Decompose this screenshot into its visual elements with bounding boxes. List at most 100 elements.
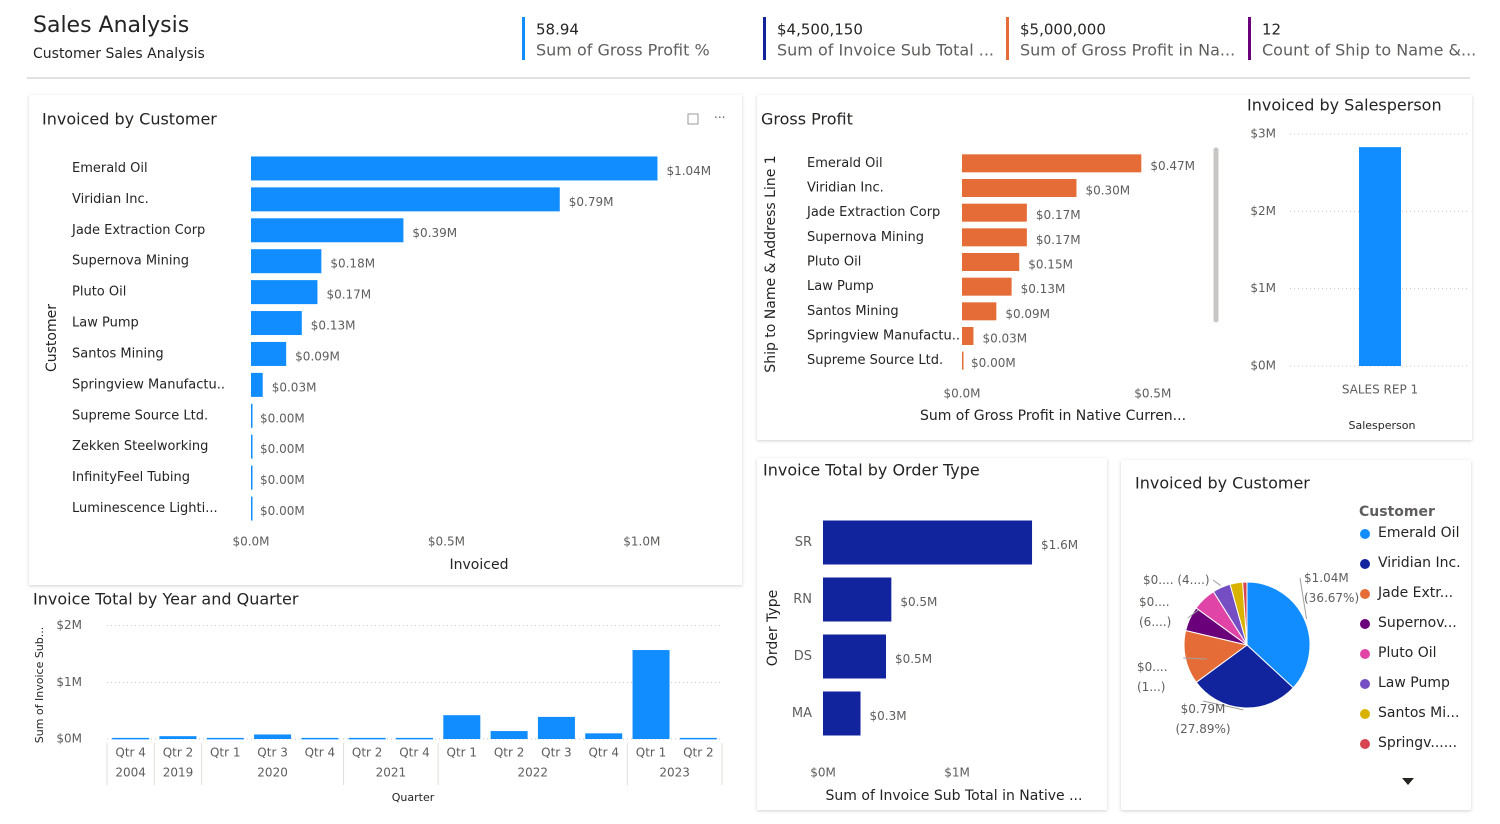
x-axis-title: Sum of Invoice Sub Total in Native ...	[826, 788, 1083, 804]
data-label: $0.... (4....)	[1143, 573, 1210, 587]
data-label: $0.30M	[1085, 184, 1130, 198]
bar	[962, 327, 974, 345]
kpi-label: Count of Ship to Name &...	[1262, 41, 1476, 60]
data-label: $0.00M	[260, 411, 305, 425]
category-label: Law Pump	[807, 279, 874, 294]
bar	[301, 737, 339, 740]
x-tick-label: Qtr 2	[163, 746, 194, 760]
bar	[251, 465, 253, 490]
x-group-label: 2021	[376, 766, 407, 780]
bar	[962, 179, 1077, 197]
legend-label: Emerald Oil	[1378, 525, 1459, 541]
bar	[159, 736, 197, 739]
data-label: $0.00M	[971, 356, 1016, 370]
kpi-value: 58.94	[536, 21, 579, 39]
data-label: $0.17M	[326, 288, 371, 302]
legend-marker	[1360, 529, 1370, 539]
bar	[823, 691, 861, 736]
x-tick-label: Qtr 1	[636, 746, 667, 760]
bar	[251, 249, 322, 274]
category-label: Emerald Oil	[807, 156, 883, 171]
kpi-label: Sum of Gross Profit in Na...	[1020, 41, 1235, 60]
legend-marker	[1360, 589, 1370, 599]
kpi-accent	[1248, 17, 1251, 60]
data-label: $0.5M	[895, 652, 932, 666]
data-label: $0.... (6....)	[1139, 595, 1171, 629]
card	[757, 458, 1107, 810]
data-label: $0.15M	[1028, 258, 1073, 272]
x-tick-label: Qtr 2	[352, 746, 383, 760]
x-axis-title: Invoiced	[450, 557, 509, 573]
y-axis-title: Customer	[44, 304, 60, 372]
leader-line	[1202, 700, 1244, 711]
category-label: Santos Mining	[807, 304, 899, 319]
legend-scroll-arrow[interactable]	[1402, 778, 1414, 785]
visual-icons[interactable]: ···	[687, 111, 725, 125]
kpi-accent	[1006, 17, 1009, 60]
bar	[251, 311, 302, 336]
pie-slice	[1195, 644, 1294, 709]
x-tick-label: Qtr 1	[210, 746, 241, 760]
data-label: $0.13M	[1021, 282, 1066, 296]
bar	[962, 154, 1142, 173]
x-tick-label: Qtr 2	[683, 746, 714, 760]
data-label-line: $0....	[1139, 595, 1170, 609]
y-tick-label: $3M	[1250, 127, 1276, 141]
category-label: DS	[794, 649, 812, 664]
data-label: $0.00M	[260, 473, 305, 487]
y-tick-label: $2M	[56, 618, 82, 632]
x-tick-label: Qtr 4	[305, 746, 336, 760]
data-label: $0.00M	[260, 442, 305, 456]
bar	[962, 203, 1027, 222]
legend-label: Law Pump	[1378, 675, 1450, 691]
x-group-label: 2020	[257, 766, 288, 780]
bar	[962, 302, 997, 321]
category-label: Springview Manufactu..	[72, 377, 225, 392]
data-label: $0.79M	[569, 195, 614, 209]
kpi-accent	[522, 17, 525, 60]
legend-label: Santos Mi...	[1378, 705, 1459, 721]
data-label-line: $0....	[1137, 660, 1168, 674]
chart-title: Invoiced by Customer	[42, 110, 217, 129]
legend-marker	[1360, 679, 1370, 689]
category-label: Viridian Inc.	[72, 192, 149, 207]
bar	[632, 650, 670, 739]
bar	[962, 351, 964, 370]
bar	[251, 403, 253, 428]
pie-slice	[1183, 629, 1249, 684]
x-tick-label: Qtr 3	[541, 746, 572, 760]
category-label: Pluto Oil	[807, 255, 861, 270]
legend-title: Customer	[1359, 504, 1435, 520]
data-label-line: (1...)	[1137, 680, 1165, 694]
bar	[962, 253, 1020, 271]
bar	[1359, 147, 1401, 366]
kpi-label: Sum of Invoice Sub Total ...	[777, 41, 994, 60]
x-group-label: 2022	[517, 766, 548, 780]
leader-line	[1212, 579, 1221, 586]
bar	[251, 434, 253, 459]
y-tick-label: $1M	[56, 675, 82, 689]
bar	[251, 218, 404, 243]
legend-marker	[1360, 559, 1370, 569]
data-label: $1.04M	[666, 164, 711, 178]
category-label: Supreme Source Ltd.	[72, 408, 208, 423]
x-tick-label: $0M	[810, 766, 836, 780]
data-label: $1.04M (36.67%)	[1304, 571, 1359, 605]
data-label: $0.5M	[900, 595, 937, 609]
chart-title: Invoice Total by Order Type	[763, 461, 980, 480]
data-label-line: $1.04M	[1304, 571, 1349, 585]
category-label: Law Pump	[72, 316, 139, 331]
y-tick-label: $0M	[1250, 359, 1276, 373]
bar	[206, 737, 244, 740]
page-title: Sales Analysis	[33, 13, 189, 38]
y-axis-title: Order Type	[765, 590, 781, 666]
bar	[537, 716, 575, 739]
data-label: $0.00M	[260, 504, 305, 518]
legend-marker	[1360, 709, 1370, 719]
data-label-line: $0.79M	[1181, 702, 1226, 716]
x-tick-label: Qtr 2	[494, 746, 525, 760]
category-label: Supernova Mining	[807, 230, 924, 245]
data-label: $0.03M	[982, 332, 1027, 346]
x-tick-label: SALES REP 1	[1342, 383, 1418, 397]
data-label-line: $0.... (4....)	[1143, 573, 1210, 587]
